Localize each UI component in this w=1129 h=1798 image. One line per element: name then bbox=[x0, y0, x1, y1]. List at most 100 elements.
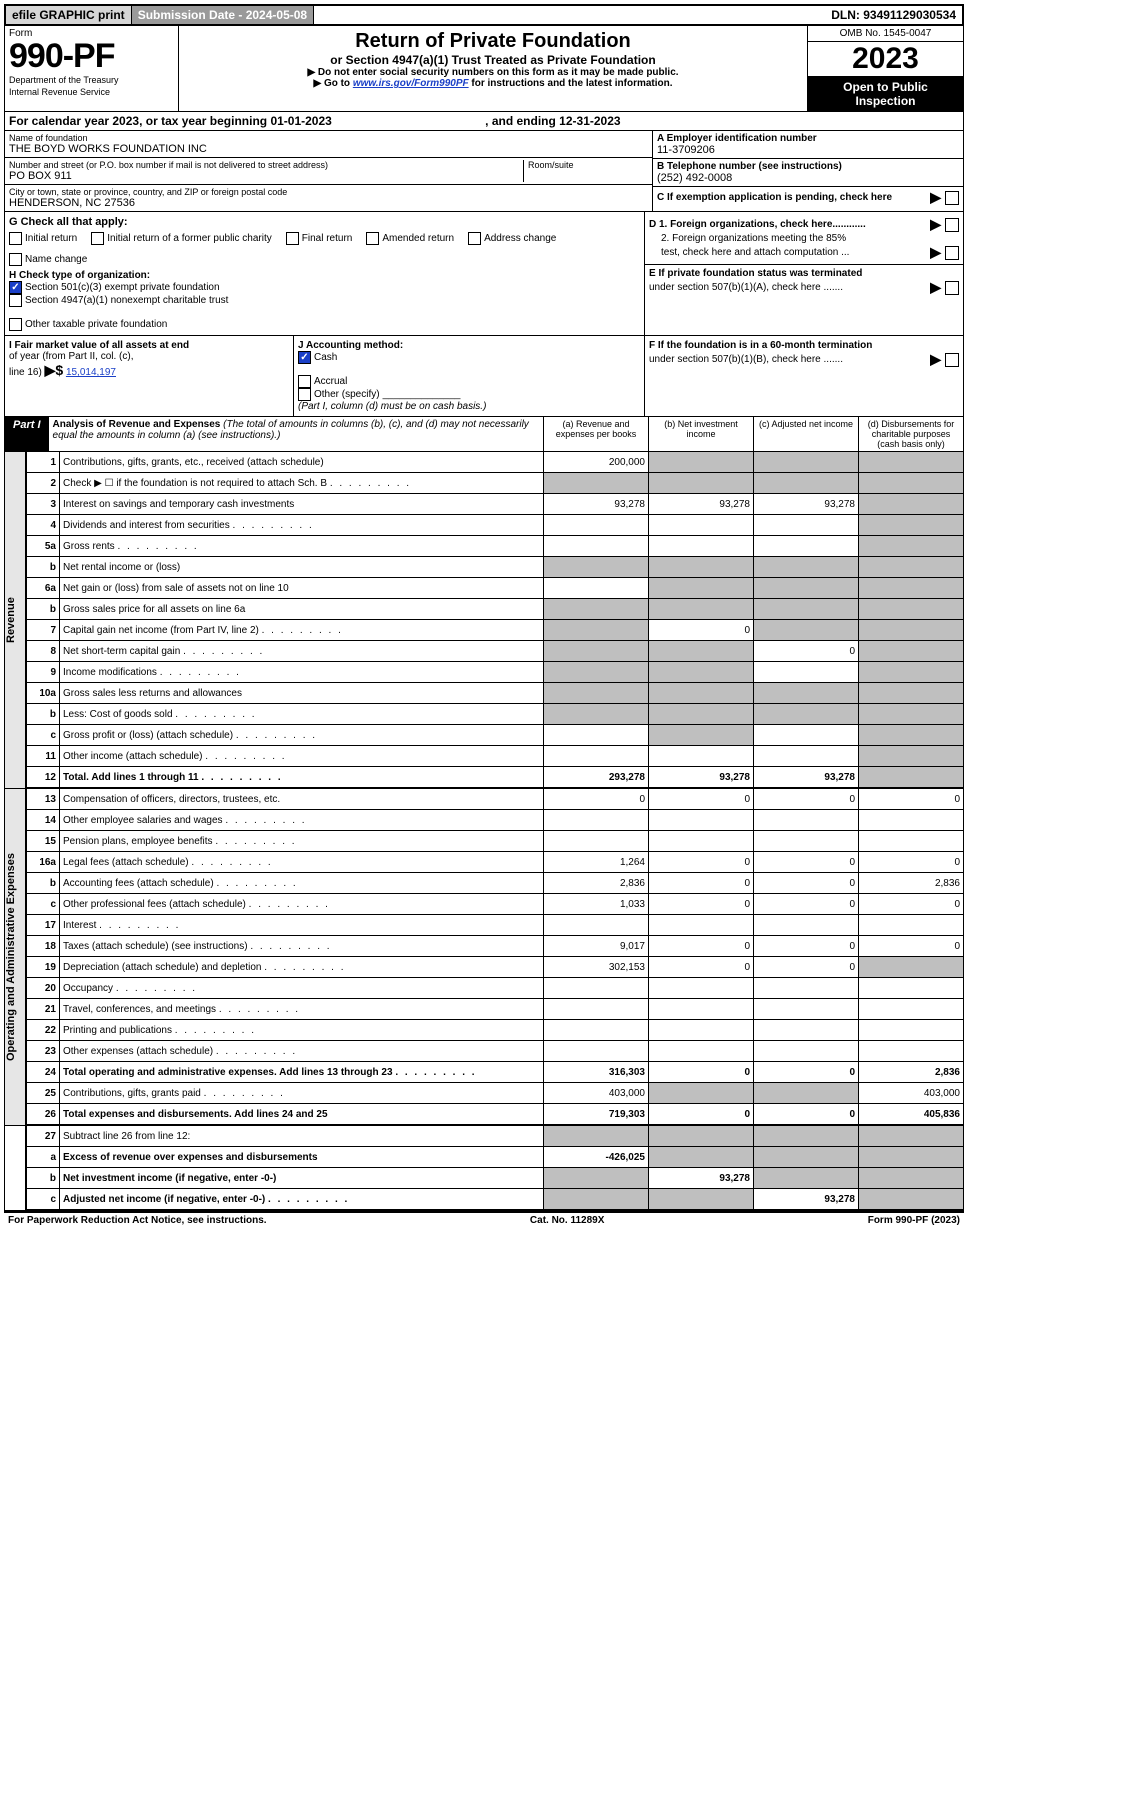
e-checkbox[interactable] bbox=[945, 281, 959, 295]
table-row: 2Check ▶ ☐ if the foundation is not requ… bbox=[27, 473, 964, 494]
table-row: 19Depreciation (attach schedule) and dep… bbox=[27, 957, 964, 978]
table-row: bNet investment income (if negative, ent… bbox=[27, 1168, 964, 1189]
entity-block: Name of foundation THE BOYD WORKS FOUNDA… bbox=[4, 131, 964, 212]
street-label: Number and street (or P.O. box number if… bbox=[9, 160, 523, 170]
dept-treasury: Department of the Treasury bbox=[9, 75, 174, 85]
street-value: PO BOX 911 bbox=[9, 170, 523, 182]
g-d-block: G Check all that apply: Initial return I… bbox=[4, 212, 964, 336]
efile-print-button[interactable]: efile GRAPHIC print bbox=[6, 6, 132, 24]
table-row: cAdjusted net income (if negative, enter… bbox=[27, 1189, 964, 1210]
expenses-table: 13Compensation of officers, directors, t… bbox=[26, 789, 964, 1125]
j-label: J Accounting method: bbox=[298, 340, 403, 351]
line27-table: 27Subtract line 26 from line 12: aExcess… bbox=[26, 1126, 964, 1210]
form-number: 990-PF bbox=[9, 39, 174, 73]
table-row: 6aNet gain or (loss) from sale of assets… bbox=[27, 578, 964, 599]
table-row: 24Total operating and administrative exp… bbox=[27, 1062, 964, 1083]
i-label-3: line 16) bbox=[9, 367, 42, 378]
foundation-name: THE BOYD WORKS FOUNDATION INC bbox=[9, 143, 648, 155]
table-row: bLess: Cost of goods sold bbox=[27, 704, 964, 725]
phone-label: B Telephone number (see instructions) bbox=[657, 161, 959, 172]
form-subtitle: or Section 4947(a)(1) Trust Treated as P… bbox=[183, 53, 803, 67]
table-row: 15Pension plans, employee benefits bbox=[27, 831, 964, 852]
table-row: 1Contributions, gifts, grants, etc., rec… bbox=[27, 452, 964, 473]
table-row: 17Interest bbox=[27, 915, 964, 936]
h-label: H Check type of organization: bbox=[9, 270, 150, 281]
e-label-2: under section 507(b)(1)(A), check here .… bbox=[649, 282, 843, 293]
d2-checkbox[interactable] bbox=[945, 246, 959, 260]
h-4947[interactable]: Section 4947(a)(1) nonexempt charitable … bbox=[9, 294, 640, 307]
table-row: 26Total expenses and disbursements. Add … bbox=[27, 1104, 964, 1125]
name-label: Name of foundation bbox=[9, 133, 648, 143]
phone-value: (252) 492-0008 bbox=[657, 172, 959, 184]
f-checkbox[interactable] bbox=[945, 353, 959, 367]
table-row: aExcess of revenue over expenses and dis… bbox=[27, 1147, 964, 1168]
form-title: Return of Private Foundation bbox=[183, 30, 803, 53]
cat-number: Cat. No. 11289X bbox=[530, 1215, 604, 1226]
d1-label: D 1. Foreign organizations, check here..… bbox=[649, 219, 866, 230]
ijf-block: I Fair market value of all assets at end… bbox=[4, 336, 964, 417]
g-initial-former[interactable]: Initial return of a former public charit… bbox=[91, 232, 272, 245]
table-row: 25Contributions, gifts, grants paid 403,… bbox=[27, 1083, 964, 1104]
col-d-header: (d) Disbursements for charitable purpose… bbox=[858, 417, 963, 451]
col-b-header: (b) Net investment income bbox=[648, 417, 753, 451]
ssn-warning: ▶ Do not enter social security numbers o… bbox=[183, 67, 803, 78]
table-row: bNet rental income or (loss) bbox=[27, 557, 964, 578]
ein-label: A Employer identification number bbox=[657, 133, 959, 144]
revenue-table: 1Contributions, gifts, grants, etc., rec… bbox=[26, 452, 964, 788]
link-row: ▶ Go to www.irs.gov/Form990PF for instru… bbox=[183, 78, 803, 89]
table-row: bAccounting fees (attach schedule) 2,836… bbox=[27, 873, 964, 894]
dln: DLN: 93491129030534 bbox=[825, 6, 962, 24]
table-row: 21Travel, conferences, and meetings bbox=[27, 999, 964, 1020]
top-bar: efile GRAPHIC print Submission Date - 20… bbox=[4, 4, 964, 26]
part1-header: Part I Analysis of Revenue and Expenses … bbox=[4, 417, 964, 452]
revenue-side-label: Revenue bbox=[4, 452, 26, 788]
table-row: 20Occupancy bbox=[27, 978, 964, 999]
c-checkbox[interactable] bbox=[945, 191, 959, 205]
i-label-1: I Fair market value of all assets at end bbox=[9, 340, 289, 351]
revenue-section: Revenue 1Contributions, gifts, grants, e… bbox=[4, 452, 964, 789]
fmv-value[interactable]: 15,014,197 bbox=[66, 367, 116, 378]
page-footer: For Paperwork Reduction Act Notice, see … bbox=[4, 1213, 964, 1228]
table-row: 10aGross sales less returns and allowanc… bbox=[27, 683, 964, 704]
form-header: Form 990-PF Department of the Treasury I… bbox=[4, 26, 964, 112]
table-row: 4Dividends and interest from securities bbox=[27, 515, 964, 536]
table-row: 8Net short-term capital gain 0 bbox=[27, 641, 964, 662]
i-label-2: of year (from Part II, col. (c), bbox=[9, 351, 289, 362]
room-label: Room/suite bbox=[528, 160, 648, 170]
table-row: 14Other employee salaries and wages bbox=[27, 810, 964, 831]
g-label: G Check all that apply: bbox=[9, 216, 128, 228]
j-cash[interactable]: Cash bbox=[298, 351, 640, 364]
table-row: 12Total. Add lines 1 through 11 293,2789… bbox=[27, 767, 964, 788]
g-address-change[interactable]: Address change bbox=[468, 232, 556, 245]
col-c-header: (c) Adjusted net income bbox=[753, 417, 858, 451]
table-row: 27Subtract line 26 from line 12: bbox=[27, 1126, 964, 1147]
g-amended-return[interactable]: Amended return bbox=[366, 232, 454, 245]
g-initial-return[interactable]: Initial return bbox=[9, 232, 77, 245]
e-label-1: E If private foundation status was termi… bbox=[649, 268, 862, 279]
j-accrual[interactable]: Accrual bbox=[298, 375, 640, 388]
table-row: 23Other expenses (attach schedule) bbox=[27, 1041, 964, 1062]
paperwork-notice: For Paperwork Reduction Act Notice, see … bbox=[8, 1215, 267, 1226]
table-row: cGross profit or (loss) (attach schedule… bbox=[27, 725, 964, 746]
tax-year: 2023 bbox=[808, 42, 963, 77]
city-label: City or town, state or province, country… bbox=[9, 187, 648, 197]
h-other-taxable[interactable]: Other taxable private foundation bbox=[9, 318, 640, 331]
table-row: 7Capital gain net income (from Part IV, … bbox=[27, 620, 964, 641]
table-row: 22Printing and publications bbox=[27, 1020, 964, 1041]
expenses-section: Operating and Administrative Expenses 13… bbox=[4, 789, 964, 1126]
table-row: 9Income modifications bbox=[27, 662, 964, 683]
part1-tag: Part I bbox=[5, 417, 49, 451]
goto-post: for instructions and the latest informat… bbox=[469, 78, 673, 89]
g-name-change[interactable]: Name change bbox=[9, 253, 87, 266]
f-label-1: F If the foundation is in a 60-month ter… bbox=[649, 340, 872, 351]
table-row: 3Interest on savings and temporary cash … bbox=[27, 494, 964, 515]
d2-label-b: test, check here and attach computation … bbox=[661, 247, 849, 258]
part1-title: Analysis of Revenue and Expenses bbox=[53, 419, 221, 430]
city-value: HENDERSON, NC 27536 bbox=[9, 197, 648, 209]
g-final-return[interactable]: Final return bbox=[286, 232, 353, 245]
d1-checkbox[interactable] bbox=[945, 218, 959, 232]
col-a-header: (a) Revenue and expenses per books bbox=[543, 417, 648, 451]
irs-link[interactable]: www.irs.gov/Form990PF bbox=[353, 78, 469, 89]
h-501c3[interactable]: Section 501(c)(3) exempt private foundat… bbox=[9, 281, 640, 294]
j-other[interactable]: Other (specify) ______________ bbox=[298, 388, 640, 401]
